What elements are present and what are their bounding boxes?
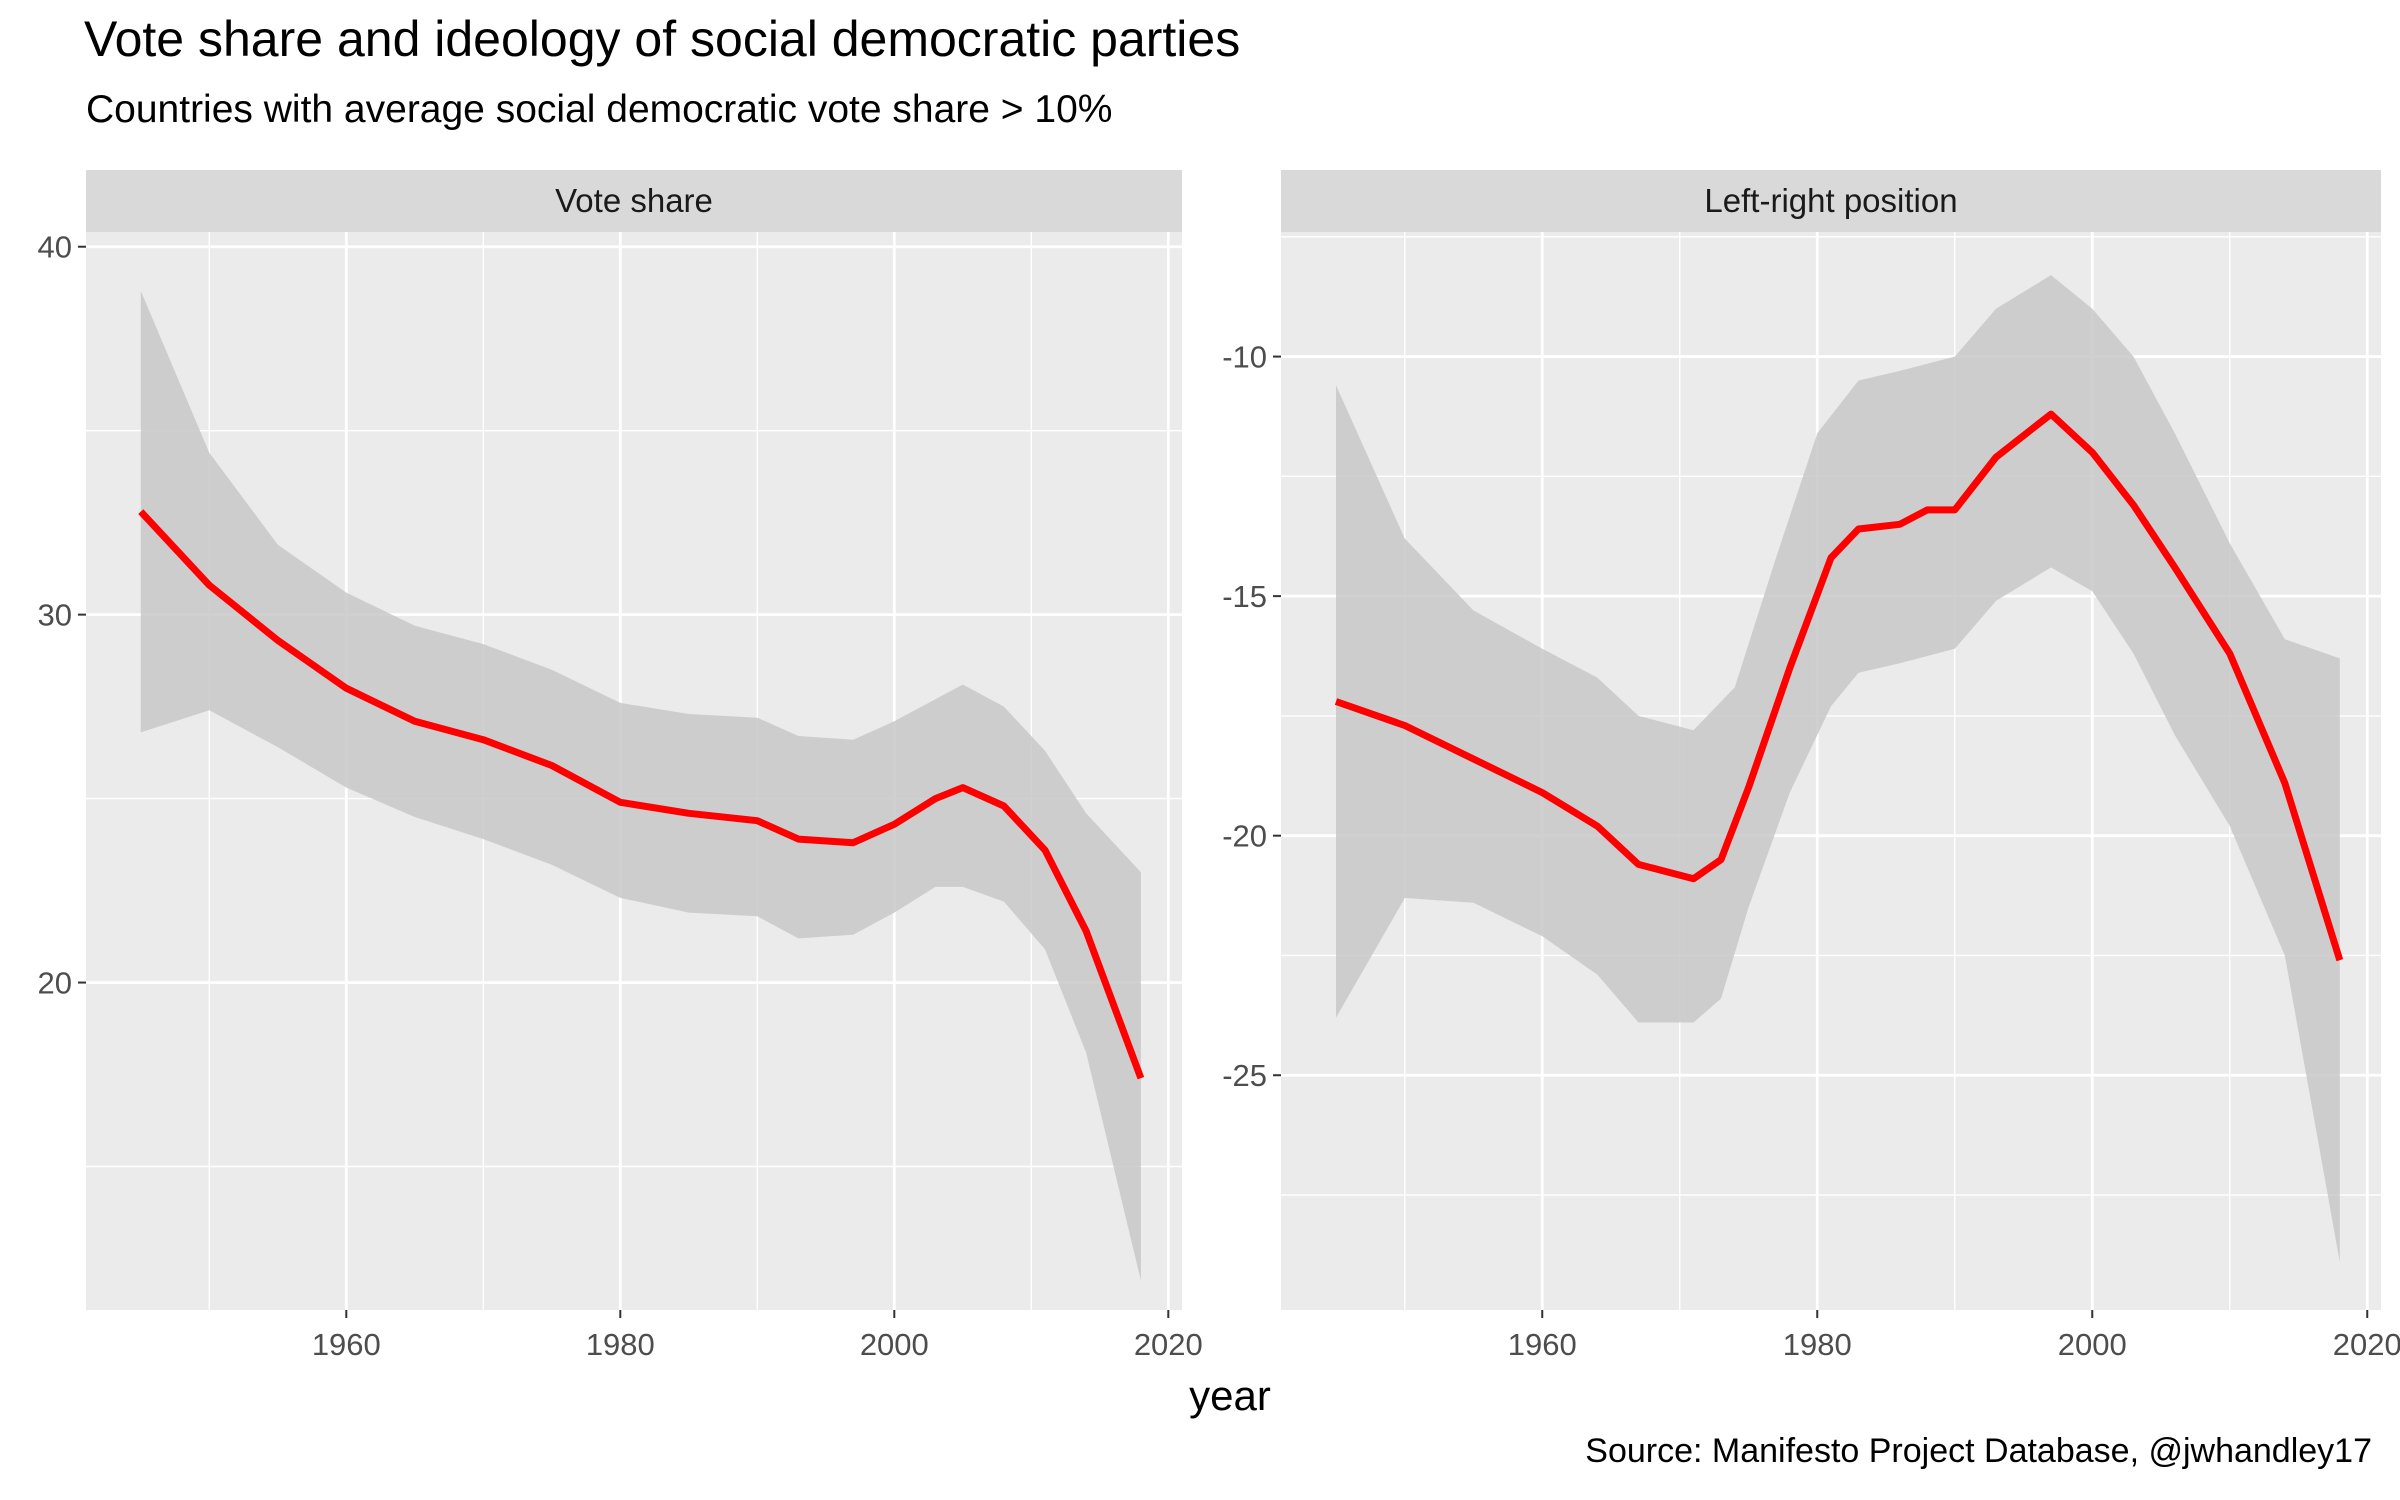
- facet-1-x-tick-label: 1980: [586, 1327, 655, 1362]
- facet-2-confidence-ribbon: [1336, 275, 2340, 1263]
- facet-2-strip: [1281, 170, 2381, 232]
- facet-1-y-tick-label: 30: [38, 598, 72, 633]
- facet-2-strip-label: Left-right position: [1704, 182, 1957, 219]
- facet-2-y-tick-label: -25: [1222, 1058, 1267, 1093]
- facet-1-confidence-ribbon: [140, 290, 1141, 1281]
- facet-2-trend-line: [1334, 410, 2344, 962]
- facet-1-y-tick-label: 40: [38, 230, 72, 265]
- chart-caption: Source: Manifesto Project Database, @jwh…: [1585, 1432, 2372, 1470]
- facet-2-x-tick-label: 2020: [2333, 1327, 2400, 1362]
- chart-subtitle: Countries with average social democratic…: [86, 88, 1113, 131]
- chart-title: Vote share and ideology of social democr…: [84, 11, 1241, 67]
- facet-1-x-tick-label: 1960: [312, 1327, 381, 1362]
- x-axis-title: year: [1189, 1372, 1271, 1419]
- facet-2-panel: Left-right position 1960 1980 2000 2020 -25 -2…: [1222, 170, 2400, 1362]
- facet-2-y-tick-label: -10: [1222, 340, 1267, 375]
- facet-2-x-tick-label: 1960: [1508, 1327, 1577, 1362]
- facet-1-strip-label: Vote share: [555, 182, 713, 219]
- facet-1-x-tick-label: 2020: [1134, 1327, 1203, 1362]
- facet-2-y-tick-label: -15: [1222, 579, 1267, 614]
- facet-2-x-tick-label: 2000: [2058, 1327, 2127, 1362]
- facet-1-y-tick-label: 20: [38, 966, 72, 1001]
- facet-1-strip: [86, 170, 1182, 232]
- facet-1-trend-line: [138, 509, 1145, 1080]
- facet-1-x-tick-label: 2000: [860, 1327, 929, 1362]
- facet-2-x-tick-label: 1980: [1783, 1327, 1852, 1362]
- facet-2-y-tick-label: -20: [1222, 819, 1267, 854]
